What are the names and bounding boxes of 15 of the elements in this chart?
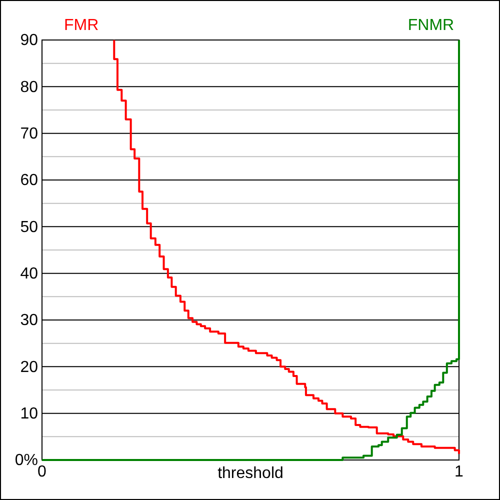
x-tick-label: 0 [38,463,47,480]
x-axis-title: threshold [218,465,284,482]
y-tick-label: 40 [20,265,38,282]
y-tick-label: 90 [20,32,38,50]
series-label: FMR [64,17,99,34]
y-tick-label: 0% [14,452,38,470]
y-tick-label: 30 [20,312,38,330]
series-label: FNMR [408,17,454,34]
y-tick-label: 50 [20,218,38,236]
y-tick-label: 20 [20,358,38,376]
y-tick-label: 80 [20,78,38,96]
x-tick-label: 1 [454,463,464,480]
y-tick-label: 70 [20,125,38,142]
y-tick-label: 10 [20,405,38,422]
y-tick-label: 60 [20,172,38,190]
